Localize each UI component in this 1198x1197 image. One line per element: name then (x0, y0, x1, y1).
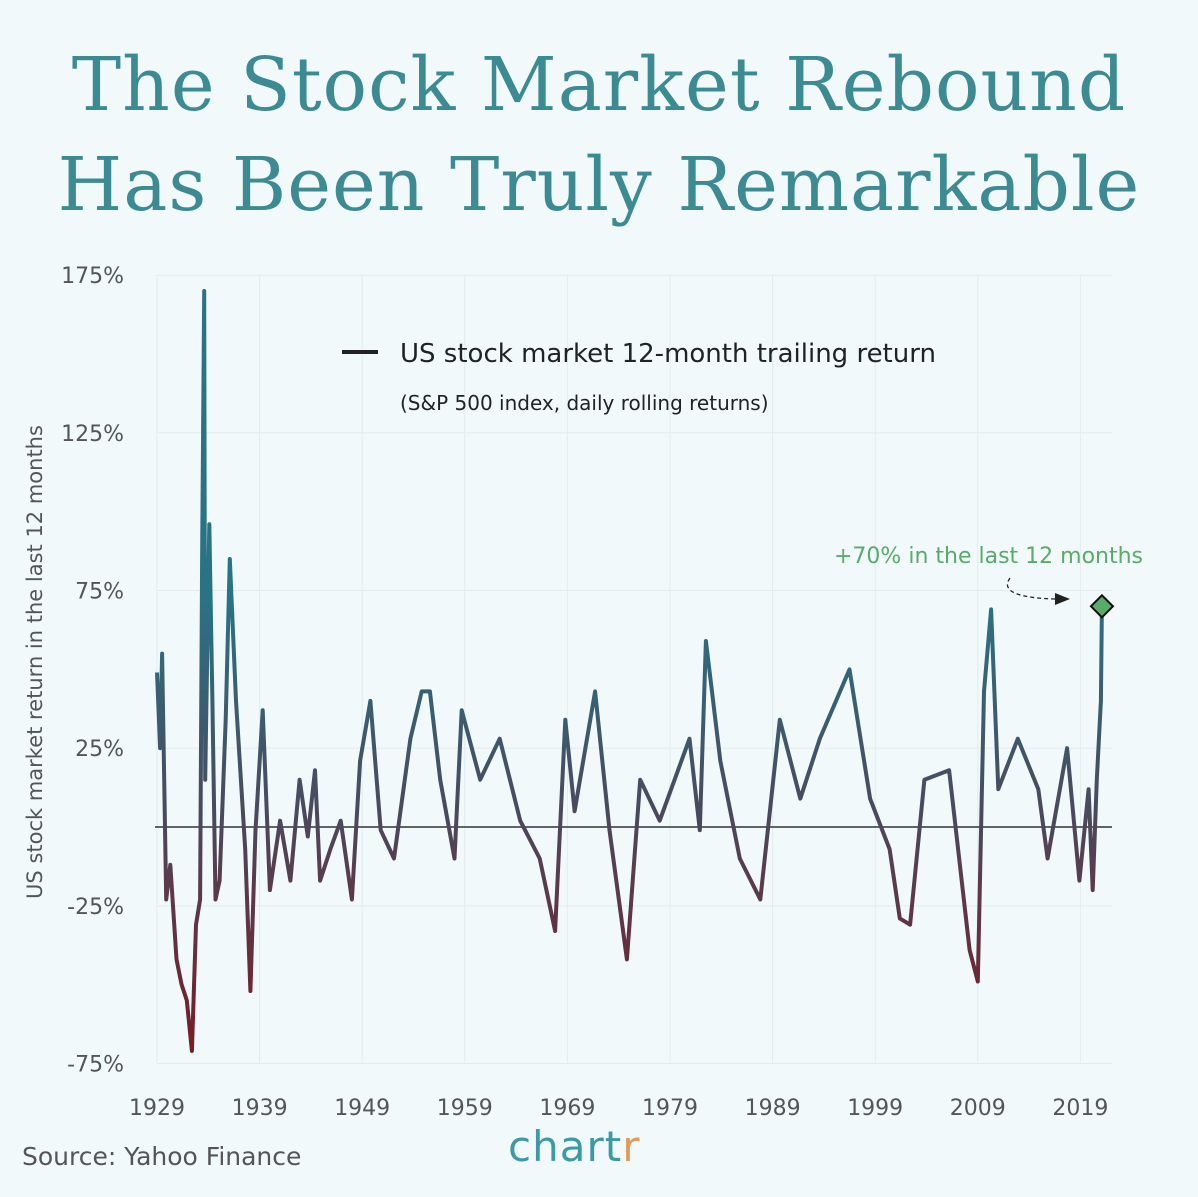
legend: US stock market 12-month trailing return… (342, 339, 936, 415)
chart-title-line-2: Has Been Truly Remarkable (57, 142, 1141, 228)
y-tick-label: 175% (61, 264, 124, 289)
series-line (155, 289, 1104, 1053)
arrow-head-icon (1055, 593, 1070, 605)
x-tick-label: 1979 (642, 1096, 698, 1121)
annotation-marker (1089, 593, 1115, 619)
y-tick-label: 25% (75, 737, 124, 762)
x-tick-label: 2019 (1052, 1096, 1108, 1121)
legend-label: US stock market 12-month trailing return (400, 339, 936, 369)
x-tick-label: 1939 (232, 1096, 288, 1121)
x-tick-label: 1999 (847, 1096, 903, 1121)
x-tick-label: 1959 (437, 1096, 493, 1121)
x-tick-label: 1949 (334, 1096, 390, 1121)
y-tick-label: 125% (61, 422, 124, 447)
y-axis-label: US stock market return in the last 12 mo… (23, 425, 47, 899)
annotation-text: +70% in the last 12 months (834, 544, 1143, 569)
annotation-arrow (1006, 577, 1056, 600)
grid (156, 274, 1112, 1064)
chart-title-line-1: The Stock Market Rebound (71, 42, 1127, 128)
x-tick-label: 1989 (745, 1096, 801, 1121)
x-tick-label: 2009 (950, 1096, 1006, 1121)
y-tick-label: -75% (67, 1052, 124, 1077)
y-tick-label: 75% (75, 580, 124, 605)
x-tick-label: 1929 (129, 1096, 185, 1121)
y-tick-label: -25% (67, 895, 124, 920)
source-note: Source: Yahoo Finance (22, 1142, 302, 1171)
x-tick-label: 1969 (539, 1096, 595, 1121)
chartr-logo: chartr (508, 1122, 641, 1171)
legend-sublabel: (S&P 500 index, daily rolling returns) (400, 391, 769, 415)
